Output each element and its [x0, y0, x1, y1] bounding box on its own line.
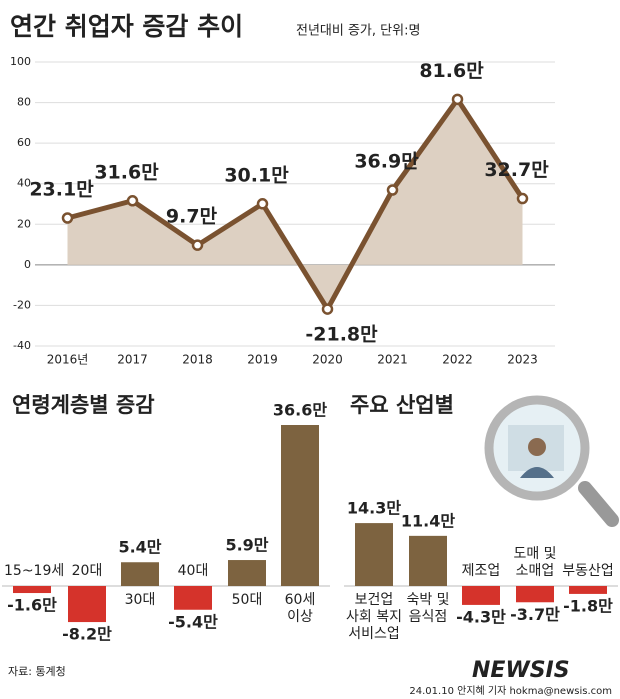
data-label: 14.3만 [347, 499, 401, 518]
x-tick-label: 2022 [442, 353, 473, 367]
bar [516, 586, 554, 603]
magnifier-icon [484, 395, 619, 527]
section-title: 연령계층별 증감 [12, 393, 155, 417]
area [67, 99, 523, 310]
y-tick-label: 20 [17, 217, 31, 230]
bar [409, 535, 447, 586]
category-label: 40대 [177, 563, 209, 579]
bar [121, 562, 159, 586]
line [66, 96, 525, 312]
data-label: -21.8만 [305, 324, 378, 346]
y-tick-label: 60 [17, 136, 31, 149]
x-tick-label: 2019 [247, 353, 278, 367]
category-label: 20대 [71, 563, 103, 579]
data-label: -8.2만 [62, 625, 112, 644]
section-title: 주요 산업별 [350, 393, 454, 417]
bar [355, 523, 393, 586]
data-label: 36.6만 [273, 401, 327, 420]
bar [228, 560, 266, 586]
x-tick-label: 2020 [312, 353, 343, 367]
marker [321, 303, 334, 315]
y-tick-label: -40 [13, 339, 31, 352]
data-label: 36.9만 [354, 151, 419, 173]
bar [569, 586, 607, 594]
category-label: 제조업 [461, 563, 501, 579]
category-label: 부동산업 [562, 563, 614, 579]
category-label: 도매 및 소매업 [513, 546, 557, 579]
data-label: 9.7만 [166, 206, 218, 228]
data-label: 11.4만 [401, 511, 455, 530]
x-tick-label: 2021 [377, 353, 408, 367]
y-tick-label: -20 [13, 298, 31, 311]
chart-subtitle: 전년대비 증가, 단위:명 [296, 24, 420, 39]
marker [516, 192, 529, 205]
data-label: 32.7만 [484, 159, 549, 181]
data-label: 5.4만 [118, 538, 161, 557]
data-label: -3.7만 [510, 605, 560, 624]
data-label: -4.3만 [456, 607, 506, 626]
data-label: -1.6만 [7, 596, 57, 615]
category-label: 보건업 사회 복지 서비스업 [346, 592, 402, 642]
x-tick-label: 2016년 [47, 353, 89, 367]
marker [451, 93, 464, 106]
data-label: -5.4만 [168, 612, 218, 631]
y-tick-label: 80 [17, 96, 31, 109]
y-tick-label: 40 [17, 177, 31, 190]
y-tick-label: 100 [10, 55, 31, 68]
bar [462, 586, 500, 605]
category-label: 50대 [231, 592, 263, 608]
bar [13, 586, 51, 594]
data-label: 31.6만 [94, 161, 159, 183]
x-tick-label: 2018 [182, 353, 213, 367]
category-label: 30대 [124, 592, 156, 608]
data-label: 81.6만 [419, 60, 484, 82]
data-label: -1.8만 [563, 596, 613, 615]
category-label: 15~19세 [4, 563, 65, 579]
x-tick-label: 2023 [507, 353, 538, 367]
x-tick-label: 2017 [117, 353, 148, 367]
marker [256, 198, 269, 210]
source-note: 자료: 통계청 [8, 665, 66, 678]
data-label: 23.1만 [29, 178, 94, 200]
data-label: 5.9만 [225, 536, 268, 555]
data-label: 30.1만 [224, 164, 289, 186]
marker [191, 239, 204, 251]
marker [61, 212, 74, 224]
marker [126, 195, 139, 207]
bar [68, 586, 106, 623]
bar [174, 586, 212, 610]
category-label: 숙박 및 음식점 [406, 592, 450, 625]
marker [386, 184, 399, 196]
category-label: 60세 이상 [284, 592, 316, 625]
y-tick-label: 0 [24, 258, 31, 271]
credit: 24.01.10 안지혜 기자 hokma@newsis.com [409, 685, 612, 697]
chart-title: 연간 취업자 증감 추이 [10, 12, 243, 41]
bar [281, 425, 319, 586]
logo: NEWSIS [472, 658, 570, 683]
